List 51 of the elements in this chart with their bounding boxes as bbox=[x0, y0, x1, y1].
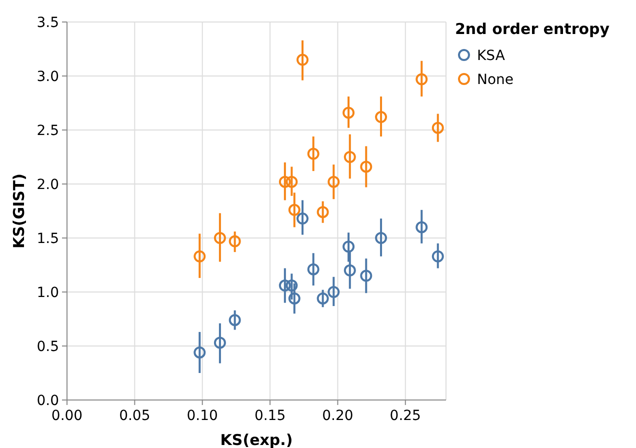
point bbox=[344, 264, 356, 276]
y-tick-label: 1.5 bbox=[36, 231, 59, 247]
point bbox=[194, 346, 206, 358]
y-tick-label: 1.0 bbox=[36, 285, 59, 301]
point bbox=[286, 280, 298, 292]
point bbox=[316, 206, 329, 218]
legend-label: KSA bbox=[477, 48, 506, 64]
point bbox=[416, 73, 428, 86]
point bbox=[194, 250, 206, 262]
point bbox=[375, 232, 388, 244]
point bbox=[214, 336, 226, 349]
x-tick-label: 0.20 bbox=[322, 408, 354, 424]
point bbox=[342, 240, 355, 253]
y-tick-label: 3.5 bbox=[36, 15, 59, 31]
point bbox=[307, 148, 320, 160]
point bbox=[416, 221, 428, 234]
point bbox=[328, 176, 340, 188]
point bbox=[360, 160, 372, 173]
point bbox=[228, 235, 241, 248]
y-tick-label: 3.0 bbox=[36, 69, 59, 85]
y-tick-label: 0.5 bbox=[36, 339, 59, 355]
legend-title: 2nd order entropy bbox=[455, 20, 610, 38]
point bbox=[296, 212, 309, 225]
y-axis-title: KS(GIST) bbox=[10, 173, 28, 249]
point bbox=[288, 292, 300, 304]
point bbox=[286, 176, 298, 188]
point bbox=[228, 314, 241, 326]
point bbox=[214, 232, 226, 244]
point bbox=[375, 111, 388, 124]
y-tick-label: 0.0 bbox=[36, 393, 59, 409]
point bbox=[432, 250, 444, 262]
x-tick-label: 0.00 bbox=[51, 408, 83, 424]
point bbox=[342, 106, 355, 119]
x-tick-label: 0.15 bbox=[254, 408, 286, 424]
point bbox=[278, 176, 291, 188]
point bbox=[296, 54, 309, 66]
legend-label: None bbox=[477, 72, 514, 88]
point bbox=[288, 204, 300, 216]
y-tick-label: 2.0 bbox=[36, 177, 59, 193]
point bbox=[432, 122, 444, 134]
point bbox=[344, 151, 356, 163]
point bbox=[316, 292, 329, 304]
x-tick-label: 0.05 bbox=[119, 408, 150, 424]
point bbox=[328, 286, 340, 298]
x-tick-label: 0.10 bbox=[186, 408, 218, 424]
x-axis-title: KS(exp.) bbox=[220, 431, 293, 448]
point bbox=[360, 270, 372, 282]
x-tick-label: 0.25 bbox=[390, 408, 421, 424]
point bbox=[307, 263, 320, 276]
point bbox=[278, 280, 291, 292]
y-tick-label: 2.5 bbox=[36, 123, 59, 139]
